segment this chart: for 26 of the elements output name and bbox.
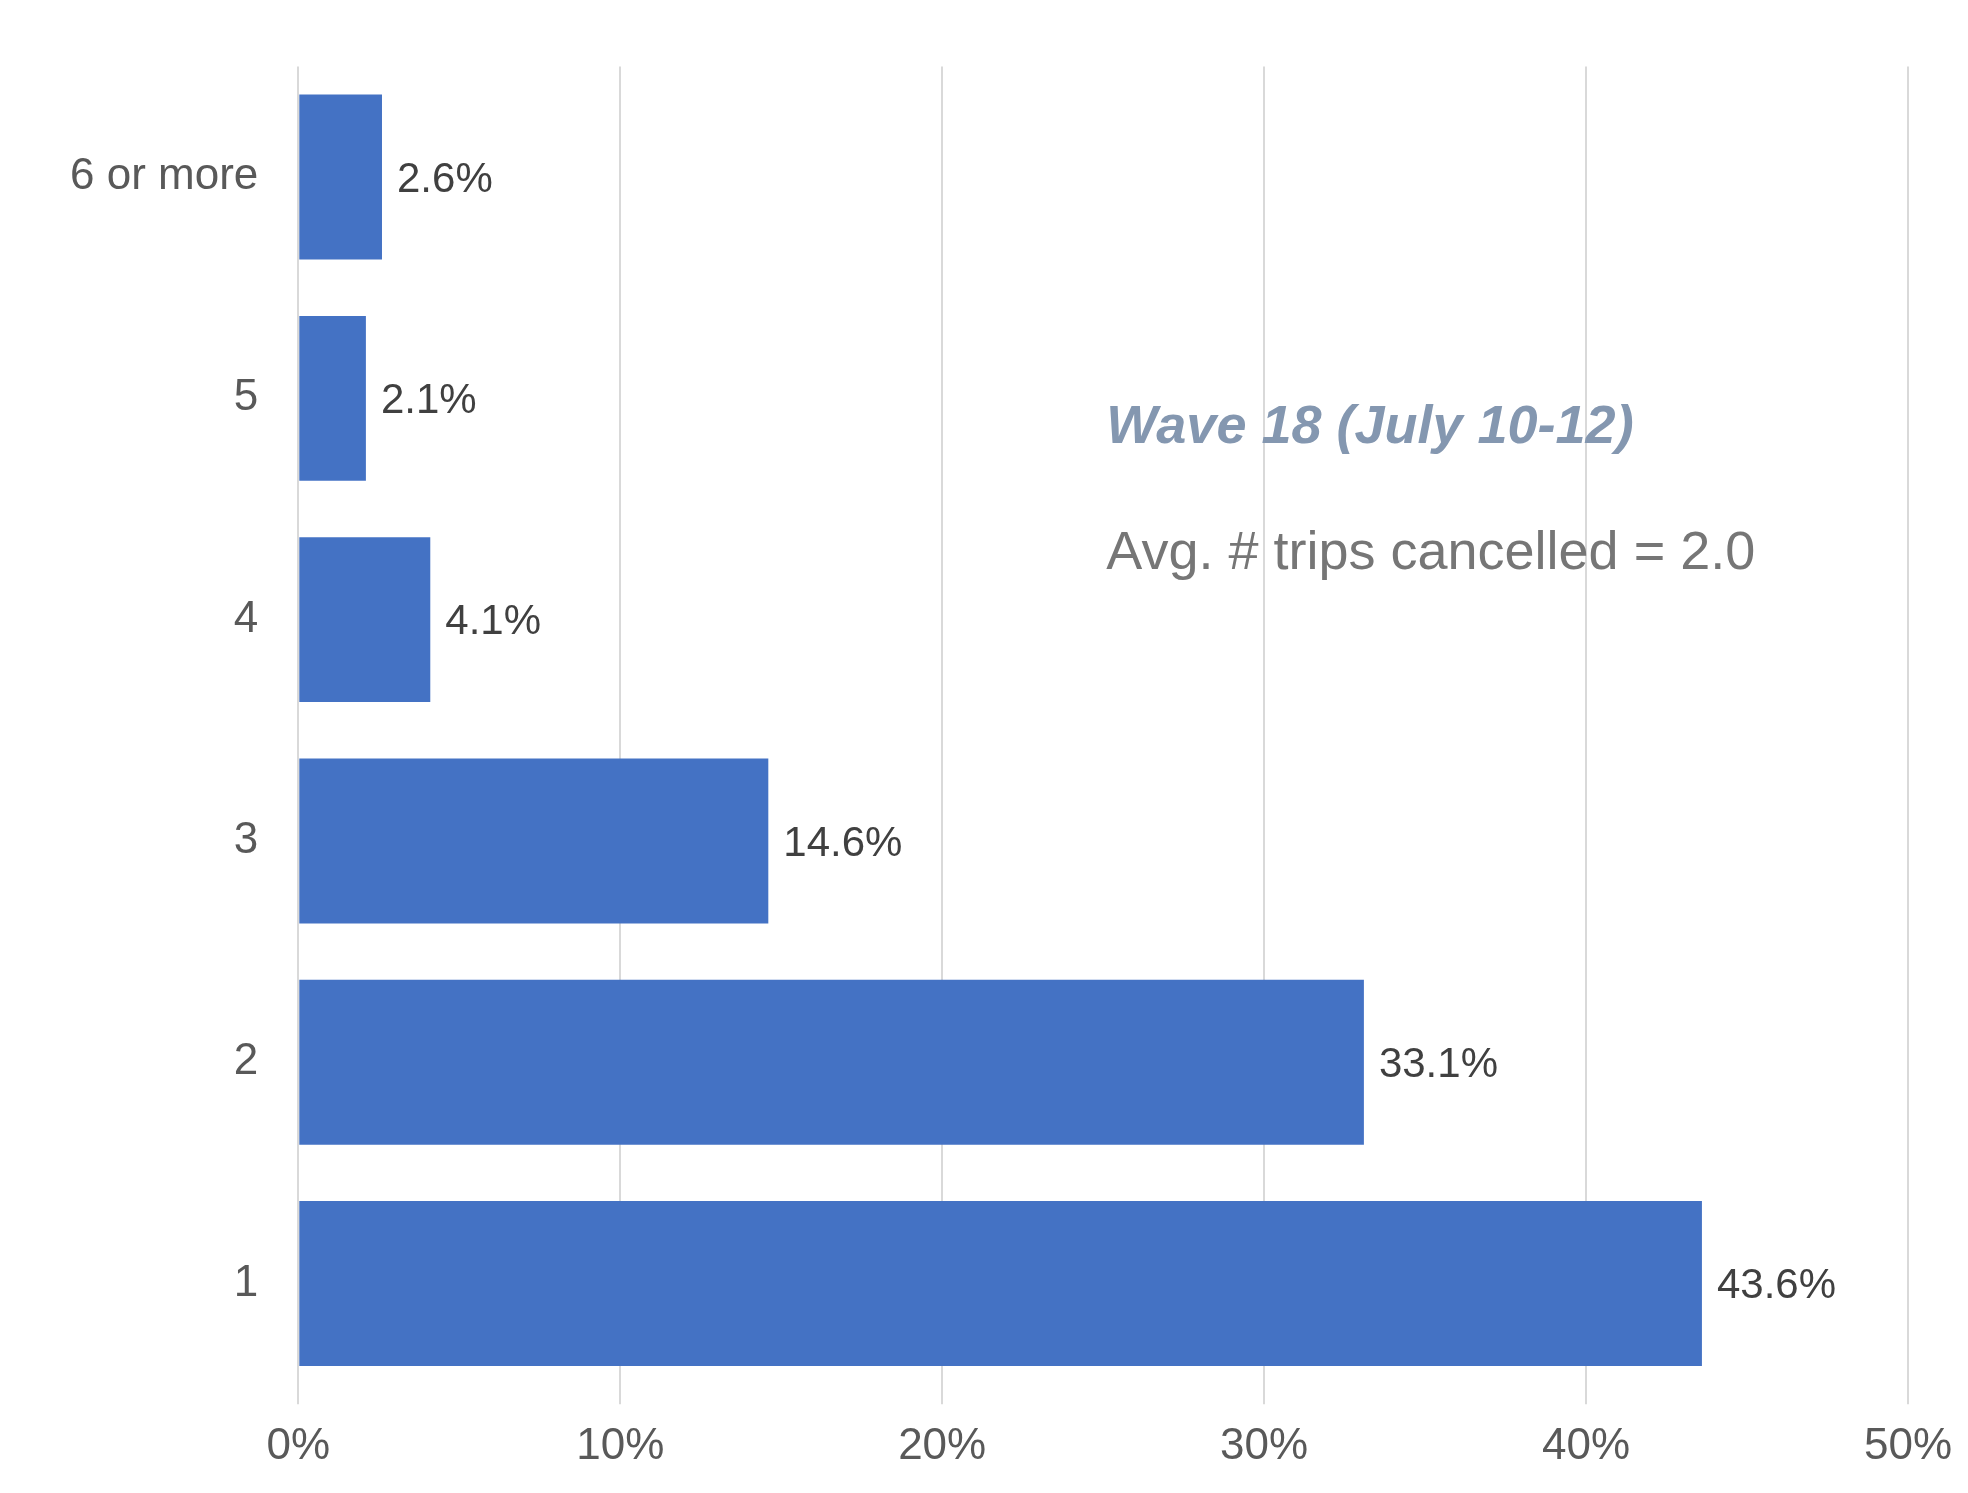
- x-tick-label: 30%: [1220, 1418, 1309, 1468]
- bar: [299, 315, 366, 481]
- data-label: 14.6%: [783, 817, 903, 865]
- y-tick-label: 2: [233, 1034, 259, 1084]
- y-tick-label: 4: [233, 591, 259, 641]
- x-tick-label: 50%: [1863, 1418, 1953, 1468]
- data-label: 43.6%: [1716, 1260, 1837, 1308]
- bar: [299, 1201, 1702, 1366]
- data-label: 2.1%: [380, 374, 477, 422]
- data-label: 33.1%: [1378, 1038, 1498, 1086]
- x-tick-label: 10%: [576, 1418, 665, 1468]
- bar: [299, 758, 769, 924]
- y-tick-label: 3: [233, 813, 259, 863]
- data-label: 4.1%: [445, 596, 542, 644]
- y-tick-label: 5: [233, 370, 259, 420]
- y-tick-label: 6 or more: [69, 149, 259, 199]
- x-tick-label: 0%: [266, 1418, 331, 1468]
- bar: [299, 979, 1364, 1145]
- annotation: Wave 18 (July 10-12): [1106, 394, 1634, 455]
- x-tick-label: 20%: [898, 1418, 987, 1468]
- data-label: 2.6%: [396, 153, 493, 201]
- x-tick-label: 40%: [1541, 1418, 1631, 1468]
- annotation: Avg. # trips cancelled = 2.0: [1106, 520, 1756, 581]
- bar: [299, 94, 382, 260]
- bar: [299, 537, 431, 703]
- y-tick-label: 1: [233, 1255, 259, 1305]
